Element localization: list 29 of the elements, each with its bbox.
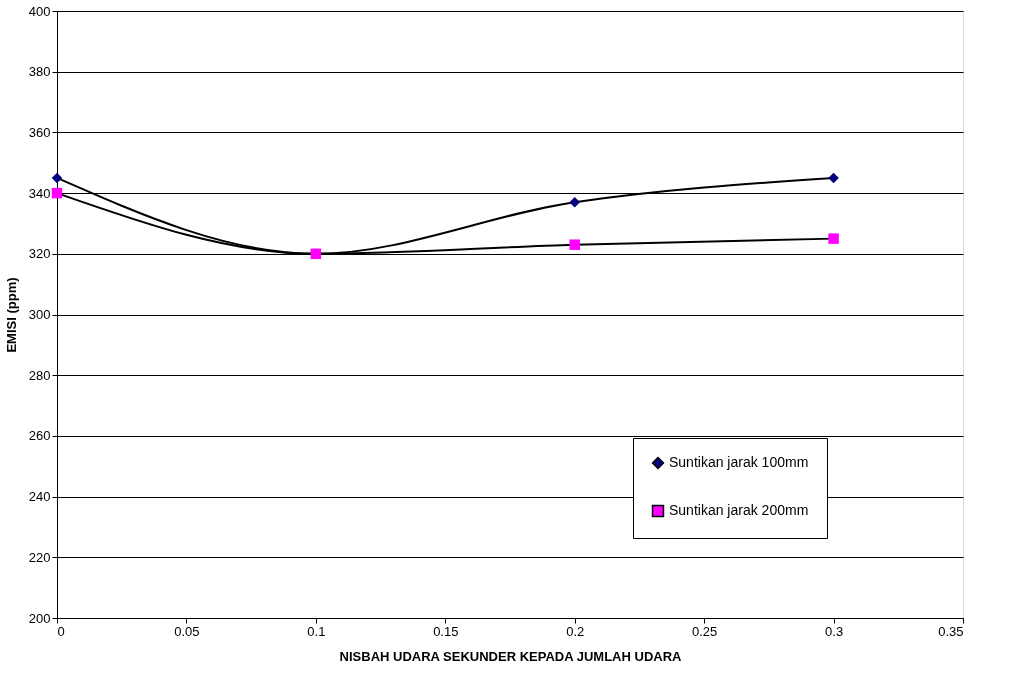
legend-label: Suntikan jarak 100mm <box>669 454 809 470</box>
y-tick-label: 400 <box>28 3 51 19</box>
x-tick-label: 0.1 <box>307 623 326 639</box>
y-tick-label: 380 <box>28 64 51 80</box>
point <box>569 239 580 250</box>
x-tick-label: 0.2 <box>566 623 585 639</box>
x-tick-label: 0.25 <box>691 623 718 639</box>
x-tick-label: 0.3 <box>825 623 844 639</box>
point <box>569 196 580 208</box>
x-tick-label: 0.35 <box>938 623 964 639</box>
x-tick-label: 0.05 <box>174 623 200 639</box>
point <box>828 172 839 184</box>
x-tick-label: 0 <box>57 623 65 639</box>
y-tick-label: 300 <box>28 307 51 322</box>
y-tick-label: 260 <box>28 428 51 444</box>
legend-label: Suntikan jarak 200mm <box>669 502 809 518</box>
y-tick-label: 240 <box>28 489 51 505</box>
point <box>51 172 63 184</box>
y-tick-label: 280 <box>28 367 51 383</box>
y-axis-title: EMISI (ppm) <box>3 277 19 353</box>
point <box>51 187 63 199</box>
y-tick-label: 360 <box>28 124 51 140</box>
x-axis-title: NISBAH UDARA SEKUNDER KEPADA JUMLAH UDARA <box>339 648 683 664</box>
y-tick-label: 340 <box>28 185 51 201</box>
point <box>828 233 839 244</box>
y-tick-label: 220 <box>28 549 51 565</box>
x-tick-label: 0.15 <box>433 623 459 639</box>
y-tick-label: 320 <box>28 246 51 262</box>
y-tick-label: 200 <box>28 610 51 626</box>
